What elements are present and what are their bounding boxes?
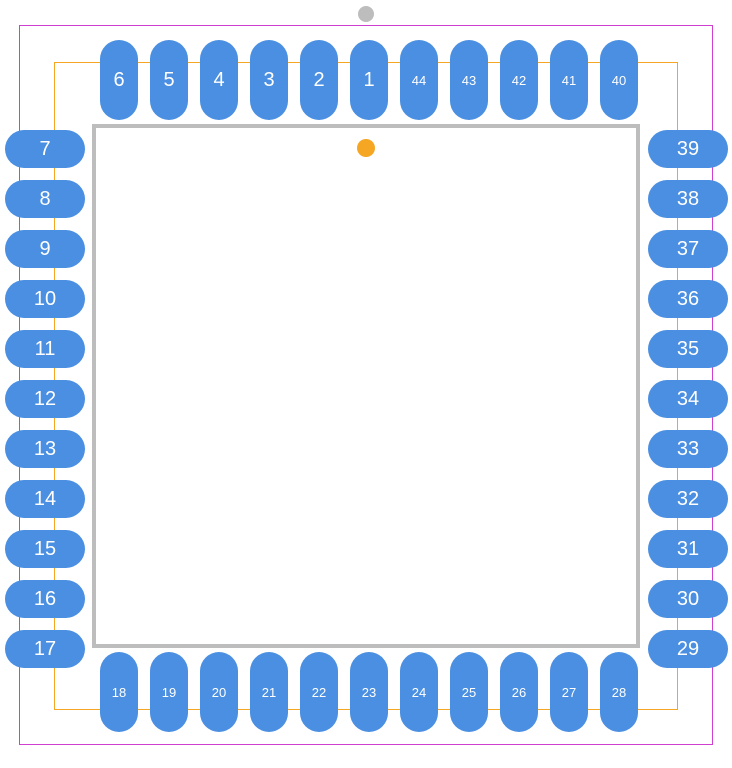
pad-label: 18 <box>112 685 126 700</box>
pad-4: 4 <box>200 40 238 120</box>
pad-5: 5 <box>150 40 188 120</box>
pad-28: 28 <box>600 652 638 732</box>
pad-label: 39 <box>677 138 699 161</box>
pad-label: 36 <box>677 288 699 311</box>
pad-24: 24 <box>400 652 438 732</box>
pad-43: 43 <box>450 40 488 120</box>
pad-11: 11 <box>5 330 85 368</box>
pad-label: 1 <box>363 69 374 92</box>
pad-27: 27 <box>550 652 588 732</box>
pad-label: 3 <box>263 69 274 92</box>
pad-label: 6 <box>113 69 124 92</box>
pad-6: 6 <box>100 40 138 120</box>
pad-label: 9 <box>39 238 50 261</box>
pad-2: 2 <box>300 40 338 120</box>
pad-40: 40 <box>600 40 638 120</box>
pad-label: 26 <box>512 685 526 700</box>
pad-21: 21 <box>250 652 288 732</box>
pad-17: 17 <box>5 630 85 668</box>
pad-18: 18 <box>100 652 138 732</box>
pad-label: 31 <box>677 538 699 561</box>
pad-label: 44 <box>412 73 426 88</box>
pad-label: 14 <box>34 488 56 511</box>
pad-label: 27 <box>562 685 576 700</box>
pad-15: 15 <box>5 530 85 568</box>
pad-12: 12 <box>5 380 85 418</box>
pad-7: 7 <box>5 130 85 168</box>
pad-39: 39 <box>648 130 728 168</box>
pad-label: 15 <box>34 538 56 561</box>
pad-1: 1 <box>350 40 388 120</box>
pad-42: 42 <box>500 40 538 120</box>
pad-44: 44 <box>400 40 438 120</box>
pad-label: 19 <box>162 685 176 700</box>
pad-29: 29 <box>648 630 728 668</box>
pad-33: 33 <box>648 430 728 468</box>
pad-19: 19 <box>150 652 188 732</box>
pad-label: 2 <box>313 69 324 92</box>
pad-label: 23 <box>362 685 376 700</box>
pad-label: 16 <box>34 588 56 611</box>
pad-34: 34 <box>648 380 728 418</box>
pad-label: 37 <box>677 238 699 261</box>
pad-label: 24 <box>412 685 426 700</box>
pad-9: 9 <box>5 230 85 268</box>
pad-8: 8 <box>5 180 85 218</box>
pad-31: 31 <box>648 530 728 568</box>
pad-20: 20 <box>200 652 238 732</box>
pad-label: 7 <box>39 138 50 161</box>
pad-label: 20 <box>212 685 226 700</box>
pad-label: 5 <box>163 69 174 92</box>
pad-23: 23 <box>350 652 388 732</box>
pad-22: 22 <box>300 652 338 732</box>
pad-label: 33 <box>677 438 699 461</box>
pad-label: 28 <box>612 685 626 700</box>
pad-label: 40 <box>612 73 626 88</box>
footprint-stage: 6543214443424140181920212223242526272878… <box>0 0 732 768</box>
pad-label: 29 <box>677 638 699 661</box>
pad-label: 8 <box>39 188 50 211</box>
pad-label: 30 <box>677 588 699 611</box>
pad-32: 32 <box>648 480 728 518</box>
pad-label: 13 <box>34 438 56 461</box>
pin1-marker <box>357 139 375 157</box>
pad-14: 14 <box>5 480 85 518</box>
pad-13: 13 <box>5 430 85 468</box>
pad-37: 37 <box>648 230 728 268</box>
pad-25: 25 <box>450 652 488 732</box>
inner-rect <box>92 124 640 648</box>
pad-41: 41 <box>550 40 588 120</box>
pad-label: 38 <box>677 188 699 211</box>
pad-label: 17 <box>34 638 56 661</box>
pad-35: 35 <box>648 330 728 368</box>
pad-label: 34 <box>677 388 699 411</box>
pad-label: 22 <box>312 685 326 700</box>
pad-label: 10 <box>34 288 56 311</box>
pad-10: 10 <box>5 280 85 318</box>
pad-label: 12 <box>34 388 56 411</box>
pad-label: 42 <box>512 73 526 88</box>
top-marker <box>358 6 374 22</box>
pad-30: 30 <box>648 580 728 618</box>
pad-16: 16 <box>5 580 85 618</box>
pad-3: 3 <box>250 40 288 120</box>
pad-26: 26 <box>500 652 538 732</box>
pad-label: 25 <box>462 685 476 700</box>
pad-label: 41 <box>562 73 576 88</box>
pad-label: 32 <box>677 488 699 511</box>
pad-label: 4 <box>213 69 224 92</box>
pad-label: 43 <box>462 73 476 88</box>
pad-38: 38 <box>648 180 728 218</box>
pad-label: 11 <box>35 338 56 361</box>
pad-36: 36 <box>648 280 728 318</box>
pad-label: 21 <box>262 685 276 700</box>
pad-label: 35 <box>677 338 699 361</box>
